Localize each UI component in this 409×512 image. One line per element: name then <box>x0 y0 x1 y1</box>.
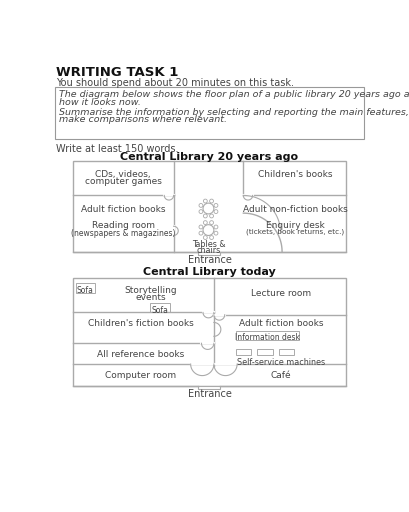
Text: Children's fiction books: Children's fiction books <box>88 318 194 328</box>
Text: Adult fiction books: Adult fiction books <box>239 319 324 328</box>
Text: You should spend about 20 minutes on this task.: You should spend about 20 minutes on thi… <box>56 78 294 89</box>
Bar <box>236 331 299 340</box>
Text: All reference books: All reference books <box>97 350 184 359</box>
Text: (tickets, book returns, etc.): (tickets, book returns, etc.) <box>246 228 344 235</box>
Text: Café: Café <box>271 371 292 380</box>
Bar <box>198 386 220 389</box>
Text: The diagram below shows the floor plan of a public library 20 years ago and: The diagram below shows the floor plan o… <box>59 90 409 99</box>
Text: Lecture room: Lecture room <box>251 289 311 297</box>
Text: Self-service machines: Self-service machines <box>237 358 326 367</box>
Text: Entrance: Entrance <box>188 390 231 399</box>
Text: Entrance: Entrance <box>188 255 231 266</box>
Text: Sofa: Sofa <box>152 306 169 314</box>
Bar <box>151 303 171 312</box>
Text: computer games: computer games <box>85 177 162 186</box>
Bar <box>198 251 220 254</box>
Text: Adult non-fiction books: Adult non-fiction books <box>243 205 348 214</box>
Text: (newspapers & magazines): (newspapers & magazines) <box>71 228 175 238</box>
Text: Central Library today: Central Library today <box>143 267 276 277</box>
Text: Reading room: Reading room <box>92 221 155 230</box>
Bar <box>73 161 346 251</box>
Text: Summarise the information by selecting and reporting the main features, and: Summarise the information by selecting a… <box>59 108 409 117</box>
Bar <box>279 349 294 355</box>
Text: Adult fiction books: Adult fiction books <box>81 205 166 214</box>
Text: Write at least 150 words.: Write at least 150 words. <box>56 144 178 154</box>
Text: events: events <box>135 293 166 302</box>
Bar <box>257 349 273 355</box>
Text: Children's books: Children's books <box>258 170 333 179</box>
Text: make comparisons where relevant.: make comparisons where relevant. <box>59 115 227 124</box>
Text: WRITING TASK 1: WRITING TASK 1 <box>56 66 178 79</box>
Bar <box>55 87 364 139</box>
Text: Enquiry desk: Enquiry desk <box>266 221 325 230</box>
Text: Storytelling: Storytelling <box>124 286 177 294</box>
Text: CDs, videos,: CDs, videos, <box>95 170 151 179</box>
Text: Information desk: Information desk <box>235 333 300 342</box>
Text: how it looks now.: how it looks now. <box>59 98 141 106</box>
Text: Computer room: Computer room <box>106 371 177 380</box>
Bar <box>76 283 94 293</box>
Text: chairs: chairs <box>196 246 220 255</box>
Text: Tables &: Tables & <box>192 240 225 249</box>
Text: Sofa: Sofa <box>77 286 94 294</box>
Bar <box>73 278 346 386</box>
Bar <box>236 349 251 355</box>
Text: Central Library 20 years ago: Central Library 20 years ago <box>120 152 298 162</box>
